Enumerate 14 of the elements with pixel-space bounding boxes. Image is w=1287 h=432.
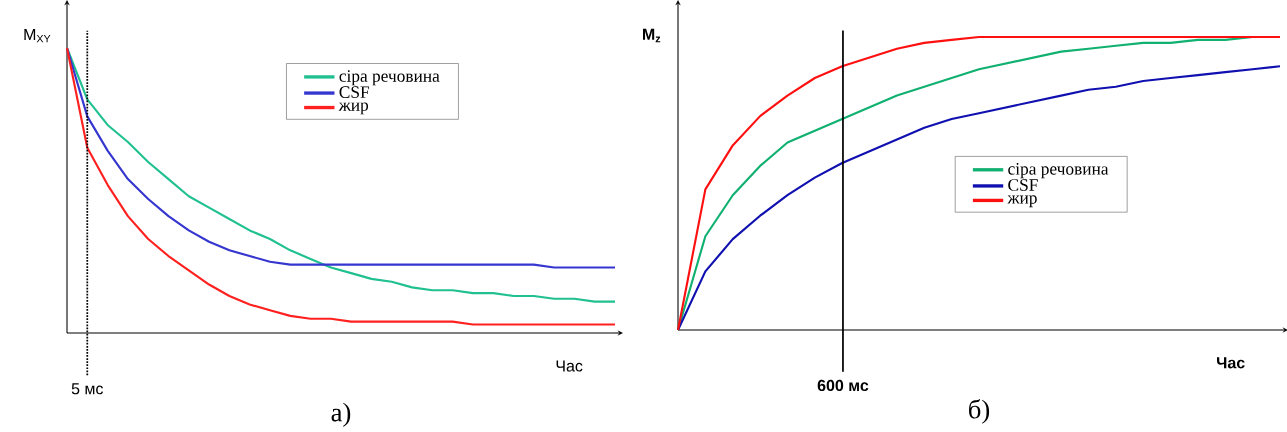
text: 600 мс — [817, 379, 869, 392]
text: б) — [969, 399, 990, 424]
text: 5 мс — [71, 383, 104, 395]
legend-label: CSF — [1008, 179, 1038, 191]
x-axis-title: Час — [1217, 357, 1245, 369]
x-axis-title: Час — [556, 360, 583, 372]
legend-label: сіра речовина — [1008, 163, 1109, 179]
legend-label: сіра речовина — [339, 70, 440, 86]
text: M$_{z}$ — [643, 28, 661, 43]
text: а) — [331, 402, 351, 427]
legend-label: жир — [338, 102, 369, 115]
legend-label: CSF — [339, 86, 370, 98]
legend-label: жир — [1007, 195, 1037, 208]
y-axis-title: M$_{XY}$ — [24, 28, 51, 43]
